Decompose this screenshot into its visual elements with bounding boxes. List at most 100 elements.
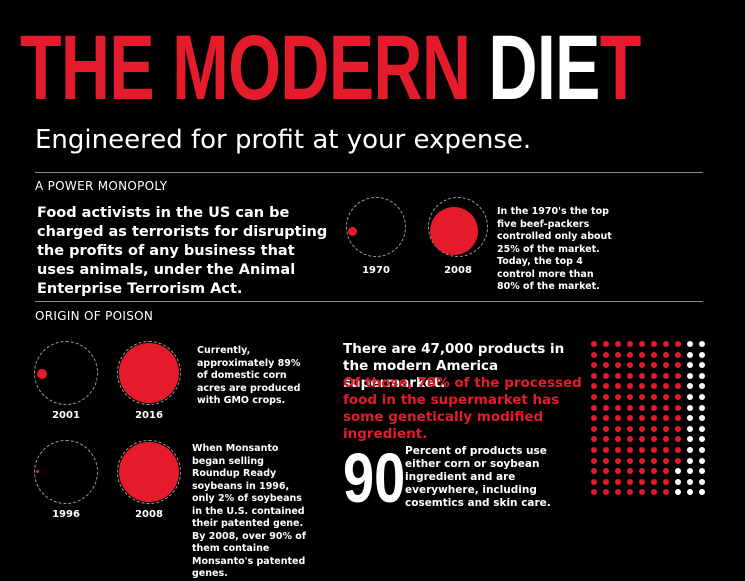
grid-dot	[591, 425, 597, 432]
grid-dot	[699, 415, 705, 422]
grid-dot	[699, 341, 705, 347]
grid-dot	[699, 447, 705, 453]
red-dot-large	[430, 207, 478, 255]
grid-dot	[639, 341, 645, 347]
grid-dot	[663, 415, 669, 422]
grid-dot	[687, 436, 693, 443]
grid-dot	[651, 404, 657, 411]
circle-2008	[428, 197, 488, 257]
grid-dot	[675, 436, 681, 443]
year-label: 2008	[444, 265, 472, 276]
circle-2001	[34, 341, 98, 405]
grid-dot	[639, 404, 645, 411]
grid-dot	[591, 478, 597, 485]
grid-dot	[687, 341, 693, 347]
grid-dot	[651, 489, 657, 496]
title-red-end: T	[599, 17, 642, 119]
grid-dot	[591, 351, 597, 358]
grid-dot	[603, 362, 609, 369]
grid-dot	[639, 425, 645, 432]
red-dot-small	[37, 369, 47, 379]
grid-dot	[675, 351, 681, 358]
grid-dot	[615, 372, 621, 379]
grid-dot	[639, 362, 645, 369]
grid-dot	[603, 468, 609, 475]
grid-dot	[675, 341, 681, 347]
grid-dot	[591, 447, 597, 453]
grid-dot	[651, 447, 657, 453]
grid-dot	[639, 372, 645, 379]
grid-dot	[591, 394, 597, 400]
grid-dot	[699, 362, 705, 369]
grid-dot	[615, 436, 621, 443]
page-subtitle: Engineered for profit at your expense.	[35, 125, 532, 155]
grid-dot	[663, 425, 669, 432]
grid-dot	[639, 447, 645, 453]
grid-dot	[699, 436, 705, 443]
grid-dot	[663, 457, 669, 464]
grid-dot	[603, 383, 609, 390]
products-count-text: There are 47,000 products in the modern …	[343, 341, 565, 391]
grid-dot	[687, 372, 693, 379]
grid-dot	[639, 478, 645, 485]
grid-dot	[663, 468, 669, 475]
grid-dot	[615, 341, 621, 347]
grid-dot	[687, 468, 693, 475]
grid-dot	[627, 468, 633, 475]
grid-dot	[603, 394, 609, 400]
grid-dot	[615, 489, 621, 496]
grid-dot	[627, 457, 633, 464]
grid-dot	[591, 468, 597, 475]
grid-dot	[663, 362, 669, 369]
grid-dot	[675, 383, 681, 390]
divider	[35, 172, 703, 173]
grid-dot	[687, 425, 693, 432]
grid-dot	[699, 404, 705, 411]
grid-dot	[663, 489, 669, 496]
grid-dot	[615, 457, 621, 464]
grid-dot	[591, 362, 597, 369]
section-label-power-monopoly: A POWER MONOPOLY	[35, 179, 168, 193]
grid-dot	[627, 425, 633, 432]
year-label: 2008	[135, 509, 163, 520]
grid-dot	[651, 478, 657, 485]
grid-dot	[591, 372, 597, 379]
red-dot-large	[119, 442, 179, 502]
page-title: THE MODERN DIET	[20, 22, 641, 114]
grid-dot	[675, 425, 681, 432]
year-label: 1996	[52, 509, 80, 520]
big-number: 90	[343, 439, 406, 517]
grid-dot	[651, 383, 657, 390]
grid-dot	[603, 489, 609, 496]
title-white-part: DIE	[488, 17, 600, 119]
grid-dot	[627, 362, 633, 369]
grid-dot	[615, 351, 621, 358]
grid-dot	[603, 351, 609, 358]
red-dot-large	[119, 343, 179, 403]
grid-dot	[663, 372, 669, 379]
grid-dot	[687, 415, 693, 422]
grid-dot	[687, 447, 693, 453]
grid-dot	[615, 478, 621, 485]
grid-dot	[699, 351, 705, 358]
gmo-percent-text: Of those, 78% of the processed food in t…	[343, 375, 582, 442]
monopoly-caption: In the 1970's the top five beef-packers …	[497, 206, 612, 292]
grid-dot	[639, 394, 645, 400]
grid-dot	[699, 425, 705, 432]
grid-dot	[639, 436, 645, 443]
grid-dot	[687, 404, 693, 411]
grid-dot	[651, 415, 657, 422]
grid-dot	[651, 468, 657, 475]
grid-dot	[603, 447, 609, 453]
grid-dot	[615, 394, 621, 400]
grid-dot	[591, 404, 597, 411]
grid-dot	[603, 425, 609, 432]
grid-dot	[615, 362, 621, 369]
corn-caption: Currently, approximately 89% of domestic…	[197, 345, 301, 406]
grid-dot	[699, 468, 705, 475]
grid-dot	[663, 341, 669, 347]
grid-dot	[603, 436, 609, 443]
grid-dot	[675, 447, 681, 453]
grid-dot	[675, 415, 681, 422]
grid-dot	[675, 404, 681, 411]
